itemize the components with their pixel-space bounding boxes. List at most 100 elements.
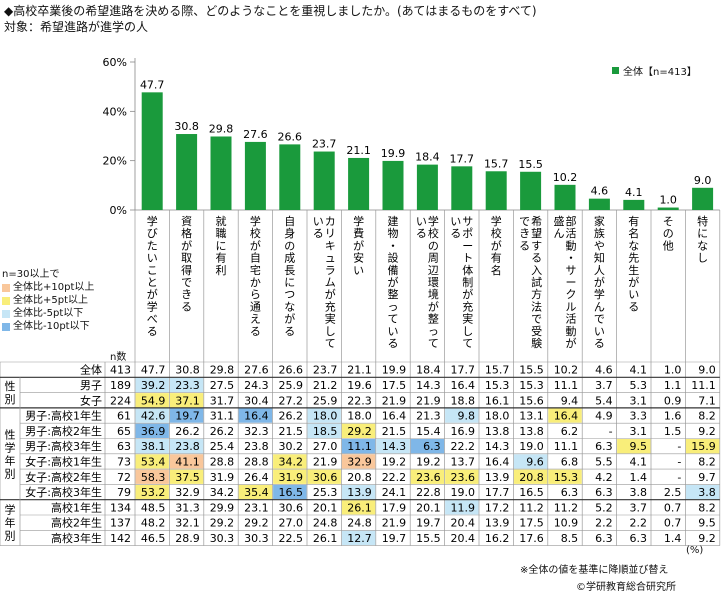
table-cell: 11.2 (554, 501, 579, 514)
bar (176, 134, 198, 210)
category-char: が (325, 287, 336, 301)
category-char: る (450, 227, 461, 240)
cell-highlight (273, 469, 307, 484)
table-cell: 21.9 (382, 394, 407, 407)
group-label: 学 (5, 440, 16, 454)
key-swatch (2, 296, 10, 305)
bar (279, 144, 301, 210)
category-char: 方 (531, 287, 542, 301)
category-char: 得 (181, 264, 192, 277)
table-cell: 4.1 (630, 455, 648, 468)
category-char: ト (462, 252, 473, 265)
table-cell: 16.4 (554, 410, 579, 423)
category-char: 整 (428, 312, 439, 326)
key-label: 全体比-10pt以下 (13, 321, 90, 332)
data-label: 17.7 (450, 152, 475, 165)
category-char: ん (554, 227, 565, 240)
table-cell: 21.9 (382, 517, 407, 530)
table-cell: 25.3 (313, 486, 338, 499)
data-label: 29.8 (209, 122, 234, 135)
row-n: 65 (117, 425, 131, 438)
table-cell: 30.6 (279, 501, 304, 514)
category-char: 利 (216, 264, 227, 277)
cell-highlight (513, 454, 548, 469)
bar (623, 199, 645, 210)
table-cell: 31.7 (210, 394, 235, 407)
category-char: 族 (594, 226, 605, 240)
category-char: ラ (325, 264, 336, 277)
data-label: 15.7 (484, 157, 509, 170)
table-cell: 53.2 (141, 486, 166, 499)
table-cell: 26.1 (347, 501, 372, 514)
row-n: 79 (117, 486, 131, 499)
table-cell: 13.9 (485, 471, 510, 484)
category-char: な (628, 239, 639, 252)
table-cell: 5.4 (595, 394, 613, 407)
table-cell: 9.6 (526, 455, 544, 468)
cell-highlight (238, 484, 273, 500)
table-cell: 28.8 (210, 455, 235, 468)
table-cell: - (677, 471, 681, 484)
row-n: 224 (110, 394, 131, 407)
table-cell: 39.2 (141, 379, 166, 392)
category-char: 校 (428, 226, 439, 240)
category-char: な (284, 300, 295, 313)
table-cell: 23.1 (244, 501, 269, 514)
table-cell: 16.4 (244, 410, 269, 423)
category-char: 設 (388, 251, 399, 265)
table-cell: 38.1 (141, 440, 166, 453)
table-cell: 23.7 (313, 364, 338, 377)
bar (244, 141, 266, 210)
table-cell: 20.4 (451, 517, 476, 530)
table-cell: 17.9 (382, 501, 407, 514)
cell-highlight (341, 530, 376, 546)
category-char: ク (566, 288, 577, 301)
table-cell: 3.7 (595, 379, 613, 392)
table-cell: 18.0 (485, 410, 510, 423)
category-char: 通 (250, 300, 261, 313)
table-cell: 9.5 (630, 440, 648, 453)
table-cell: 13.8 (519, 425, 544, 438)
data-label: 4.1 (625, 186, 643, 199)
data-label: 1.0 (659, 194, 677, 207)
row-label: 男子:高校1年生 (25, 409, 102, 423)
table-cell: 22.5 (279, 532, 304, 545)
table-cell: - (677, 440, 681, 453)
category-char: 備 (388, 264, 399, 277)
table-cell: 19.7 (175, 410, 200, 423)
category-char: 長 (284, 264, 295, 277)
table-cell: 23.8 (244, 440, 269, 453)
category-char: る (181, 300, 192, 313)
table-cell: 20.1 (313, 501, 338, 514)
table-cell: 10.9 (554, 517, 579, 530)
table-cell: 13.7 (451, 455, 476, 468)
table-cell: 24.1 (382, 486, 407, 499)
table-cell: 26.2 (210, 425, 235, 438)
category-char: 取 (181, 252, 192, 265)
category-char: ら (250, 288, 261, 301)
row-n: 134 (110, 501, 131, 514)
bar (520, 171, 542, 210)
row-label: 女子:高校2年生 (25, 470, 102, 484)
category-char: 学 (594, 287, 605, 301)
category-char: が (566, 336, 577, 350)
table-cell: 15.9 (691, 440, 716, 453)
group-label: 年 (5, 453, 16, 467)
category-char: そ (663, 215, 674, 228)
category-char: カ (325, 215, 336, 228)
table-cell: 18.5 (313, 425, 338, 438)
category-char: 動 (566, 324, 577, 338)
table-cell: 19.9 (382, 364, 407, 377)
category-char: る (388, 337, 399, 350)
table-cell: 25.4 (210, 440, 235, 453)
category-char: 職 (216, 227, 227, 240)
table-cell: 27.2 (279, 394, 304, 407)
bar (141, 92, 163, 210)
category-char: つ (284, 288, 295, 301)
table-cell: 11.1 (554, 440, 579, 453)
table-cell: 9.2 (698, 425, 716, 438)
cell-highlight (135, 469, 169, 484)
category-char: 自 (284, 215, 295, 228)
